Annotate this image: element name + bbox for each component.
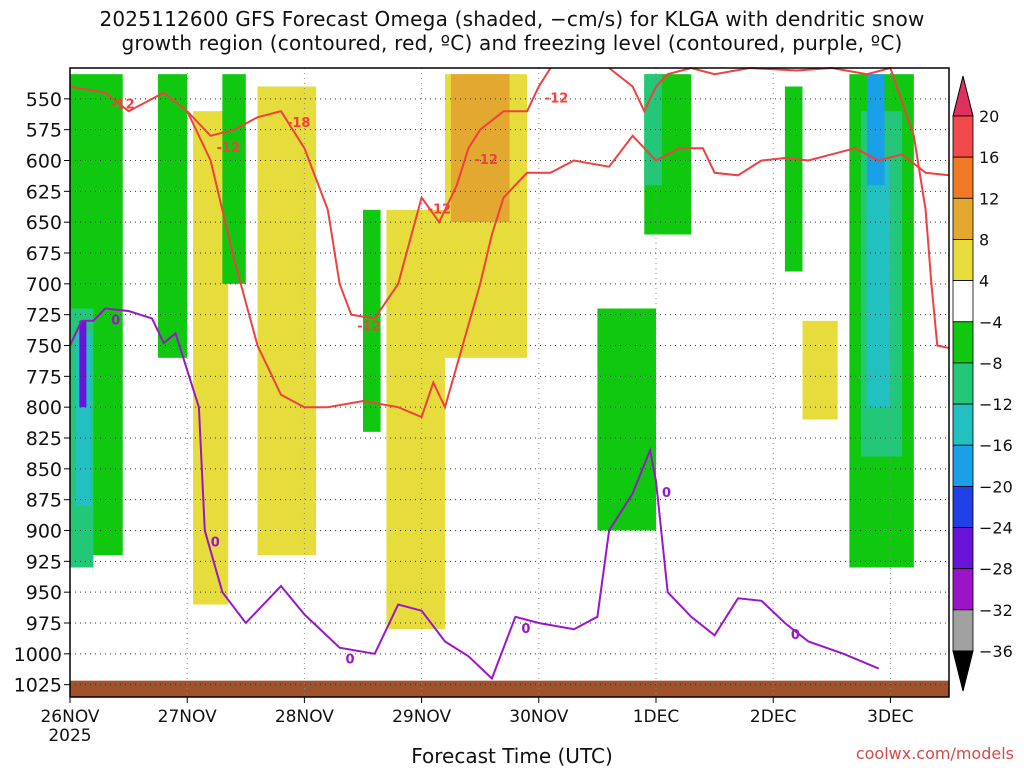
y-tick-label: 775: [26, 366, 62, 388]
colorbar-bin: [952, 362, 974, 405]
colorbar: 20 16 12 8 4 −4 −8 −12 −16 −20 −24 −28 −32 −36: [952, 75, 1013, 692]
colorbar-bin: [952, 115, 974, 158]
colorbar-label: −20: [979, 477, 1013, 496]
y-tick-label: 1000: [14, 644, 62, 666]
omega-region: [79, 320, 87, 408]
contour-label: 0: [111, 314, 120, 329]
x-axis: 26NOV 27NOV 28NOV 29NOV 30NOV 1DEC 2DEC 3DEC 202…: [40, 697, 914, 746]
x-tick-label: 27NOV: [158, 707, 217, 727]
colorbar-cap-top: [952, 75, 974, 117]
contour-line: [186, 110, 950, 419]
contour-label: -12: [428, 203, 452, 218]
omega-region: [257, 86, 317, 556]
contour-label: 0: [346, 653, 355, 668]
contour-line: [69, 67, 552, 320]
contour-line: [608, 66, 950, 349]
y-tick-label: 725: [26, 305, 62, 327]
omega-region: [386, 209, 446, 630]
colorbar-bin: [952, 527, 974, 570]
contour-label: 0: [662, 486, 671, 501]
colorbar-cap-bottom: [952, 650, 974, 692]
colorbar-label: 8: [979, 230, 989, 249]
omega-region: [784, 86, 803, 272]
y-tick-label: 625: [26, 181, 62, 203]
x-tick-label: 28NOV: [275, 707, 334, 727]
contour-label: -18: [287, 116, 311, 131]
y-tick-label: 925: [26, 551, 62, 573]
y-tick-label: 750: [26, 336, 62, 358]
colorbar-label: −28: [979, 560, 1013, 579]
omega-region: [597, 308, 656, 531]
contour-label: -12: [545, 92, 569, 107]
colorbar-bin: [952, 321, 974, 364]
y-tick-label: 800: [26, 397, 62, 419]
colorbar-label: −24: [979, 519, 1013, 538]
x-tick-label: 29NOV: [392, 707, 451, 727]
x-year-label: 2025: [48, 726, 91, 746]
colorbar-label: 4: [979, 272, 989, 291]
contour-line: [69, 307, 880, 681]
colorbar-label: −4: [979, 313, 1003, 332]
colorbar-bin: [952, 568, 974, 611]
colorbar-bin: [952, 239, 974, 282]
omega-region: [157, 74, 188, 358]
x-tick-label: 2DEC: [750, 707, 797, 727]
colorbar-label: −12: [979, 395, 1013, 414]
y-axis: 550 575 600 625 650 675 700 725 750 775 800 825 850 8…: [14, 89, 70, 697]
y-tick-label: 900: [26, 521, 62, 543]
chart-title-line-1: 2025112600 GFS Forecast Omega (shaded, −…: [99, 7, 925, 31]
colorbar-label: −8: [979, 354, 1003, 373]
omega-region: [866, 160, 891, 408]
omega-shading: [70, 74, 914, 630]
colorbar-bin: [952, 485, 974, 528]
contour-label: -12: [111, 98, 135, 113]
x-tick-label: 26NOV: [40, 707, 99, 727]
colorbar-label: 12: [979, 189, 999, 208]
y-tick-label: 650: [26, 212, 62, 234]
colorbar-label: 16: [979, 148, 999, 167]
y-tick-label: 675: [26, 243, 62, 265]
y-tick-label: 550: [26, 89, 62, 111]
credit-text: coolwx.com/models: [855, 744, 1014, 763]
contour-label: 0: [211, 536, 220, 551]
omega-region: [802, 320, 838, 420]
colorbar-bin: [952, 197, 974, 240]
plot-border: [69, 67, 950, 698]
colorbar-bin: [952, 156, 974, 199]
contour-label: 0: [791, 628, 800, 643]
y-tick-label: 575: [26, 120, 62, 142]
y-tick-label: 825: [26, 428, 62, 450]
y-tick-label: 1025: [14, 675, 62, 697]
omega-region: [222, 74, 246, 284]
x-tick-label: 30NOV: [509, 707, 568, 727]
colorbar-bin: [952, 444, 974, 487]
contour-label: -12: [474, 153, 498, 168]
colorbar-label: −36: [979, 642, 1013, 661]
y-tick-label: 975: [26, 613, 62, 635]
y-tick-label: 875: [26, 490, 62, 512]
terrain-band: [70, 680, 949, 697]
y-tick-label: 950: [26, 582, 62, 604]
colorbar-bin: [952, 403, 974, 446]
omega-region: [450, 74, 510, 223]
chart-title-line-2: growth region (contoured, red, ºC) and f…: [121, 31, 903, 55]
omega-region: [363, 209, 381, 432]
contour-label: 0: [521, 622, 530, 637]
colorbar-label: −16: [979, 436, 1013, 455]
x-tick-label: 3DEC: [867, 707, 914, 727]
y-tick-label: 850: [26, 459, 62, 481]
x-axis-label: Forecast Time (UTC): [411, 744, 613, 768]
contour-label: -12: [217, 141, 241, 156]
x-tick-label: 1DEC: [633, 707, 680, 727]
y-tick-label: 700: [26, 274, 62, 296]
colorbar-label: 20: [979, 107, 999, 126]
y-tick-label: 600: [26, 151, 62, 173]
colorbar-bin: [952, 280, 974, 323]
contours: -12 -12 -18 -12 -12 -12 -12 0 0 0 0 0 0: [69, 66, 950, 681]
contour-label: -12: [357, 320, 381, 335]
colorbar-bin: [952, 609, 974, 652]
colorbar-label: −32: [979, 601, 1013, 620]
